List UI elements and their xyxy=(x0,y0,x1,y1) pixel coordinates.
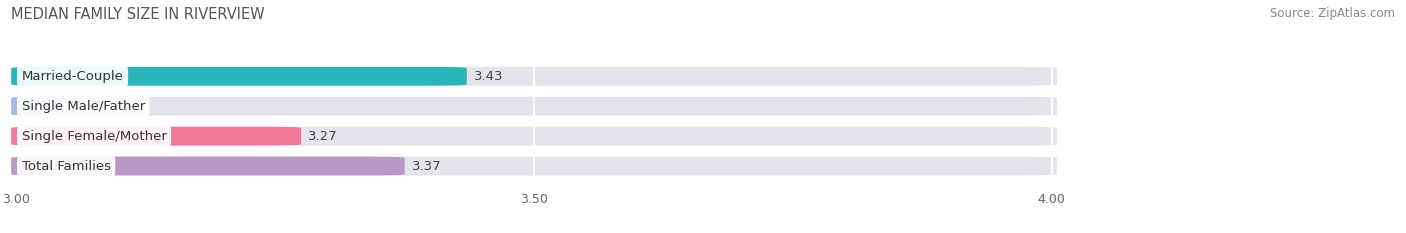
FancyBboxPatch shape xyxy=(11,127,1057,146)
Text: 3.04: 3.04 xyxy=(70,100,100,113)
Text: 3.27: 3.27 xyxy=(308,130,337,143)
FancyBboxPatch shape xyxy=(11,157,405,175)
FancyBboxPatch shape xyxy=(11,67,1057,86)
Text: Single Male/Father: Single Male/Father xyxy=(21,100,145,113)
Text: Married-Couple: Married-Couple xyxy=(21,70,124,83)
FancyBboxPatch shape xyxy=(11,97,63,116)
Text: 3.43: 3.43 xyxy=(474,70,503,83)
FancyBboxPatch shape xyxy=(11,157,1057,175)
FancyBboxPatch shape xyxy=(11,97,1057,116)
Text: MEDIAN FAMILY SIZE IN RIVERVIEW: MEDIAN FAMILY SIZE IN RIVERVIEW xyxy=(11,7,264,22)
FancyBboxPatch shape xyxy=(11,67,467,86)
Text: Source: ZipAtlas.com: Source: ZipAtlas.com xyxy=(1270,7,1395,20)
Text: Single Female/Mother: Single Female/Mother xyxy=(21,130,166,143)
FancyBboxPatch shape xyxy=(11,127,301,146)
Text: Total Families: Total Families xyxy=(21,160,111,173)
Text: 3.37: 3.37 xyxy=(412,160,441,173)
